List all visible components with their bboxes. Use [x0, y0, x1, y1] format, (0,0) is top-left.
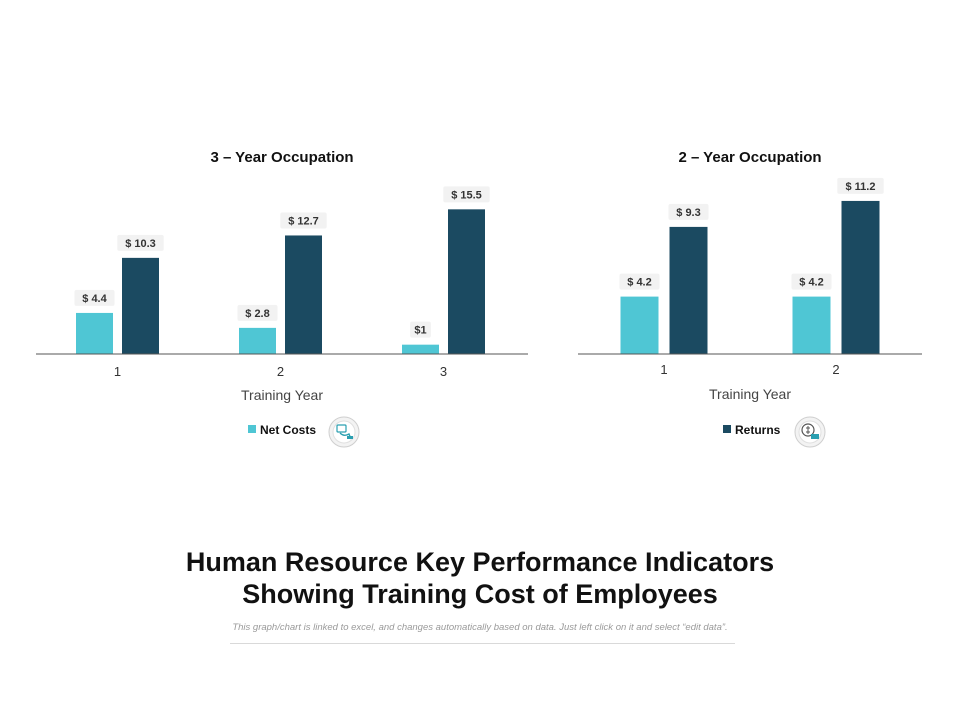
legend-swatch — [248, 425, 256, 433]
x-tick-label: 2 — [277, 364, 284, 379]
footer-divider — [230, 643, 735, 644]
data-label-bg — [117, 234, 164, 251]
bar-net-costs — [620, 296, 659, 354]
bar-net-costs — [402, 344, 439, 354]
legend-swatch — [723, 425, 731, 433]
bar-returns — [122, 257, 159, 354]
chart-1: 3 – Year Occupation $ 4.4 $ 10.3 1 $ 2.8 $ 12… — [36, 149, 528, 448]
legend-entry: Net Costs — [260, 423, 316, 437]
data-label: $ 4.2 — [627, 277, 651, 289]
legend-entry: Returns — [735, 423, 781, 437]
data-label: $ 15.5 — [451, 189, 482, 201]
bar-returns — [448, 209, 485, 354]
hand-coin-icon — [328, 416, 360, 448]
bar-net-costs — [792, 296, 831, 354]
data-label: $ 9.3 — [676, 207, 700, 219]
data-label-bg — [237, 304, 278, 321]
bar-returns — [669, 226, 708, 354]
chart-2: 2 – Year Occupation $ 4.2 $ 9.3 1 $ 4.2 $ 11.… — [578, 149, 922, 448]
data-label-bg — [410, 321, 431, 338]
data-label: $ 12.7 — [288, 215, 319, 227]
data-label-bg — [668, 203, 709, 220]
charts-canvas: 3 – Year Occupation $ 4.4 $ 10.3 1 $ 2.8 $ 12… — [36, 149, 922, 448]
data-label-bg — [443, 186, 490, 203]
chart-title: 3 – Year Occupation — [210, 149, 353, 166]
x-tick-label: 1 — [114, 364, 121, 379]
data-label-bg — [791, 273, 832, 290]
x-tick-label: 1 — [660, 362, 667, 377]
data-label-bg — [837, 177, 884, 194]
bar-returns — [841, 200, 880, 354]
bar-returns — [285, 235, 322, 354]
data-label-bg — [619, 273, 660, 290]
data-label: $ 2.8 — [245, 308, 269, 320]
data-label: $ 10.3 — [125, 238, 156, 250]
x-axis-title: Training Year — [241, 387, 323, 403]
dollar-coin-icon — [794, 416, 826, 448]
data-label: $ 4.4 — [82, 293, 107, 305]
bar-net-costs — [76, 312, 113, 354]
x-tick-label: 2 — [832, 362, 839, 377]
bar-net-costs — [239, 327, 276, 354]
x-axis-title: Training Year — [709, 386, 791, 402]
data-label: $1 — [414, 325, 426, 337]
data-label: $ 11.2 — [846, 181, 876, 193]
data-label: $ 4.2 — [799, 277, 823, 289]
data-label-bg — [280, 212, 327, 229]
edit-data-note: This graph/chart is linked to excel, and… — [232, 622, 728, 633]
main-title-line-1: Human Resource Key Performance Indicator… — [185, 547, 775, 577]
main-title: Human Resource Key Performance Indicator… — [0, 546, 960, 610]
data-label-bg — [74, 289, 115, 306]
x-tick-label: 3 — [440, 364, 447, 379]
chart-title: 2 – Year Occupation — [678, 149, 821, 166]
main-title-line-2: Showing Training Cost of Employees — [242, 579, 718, 609]
